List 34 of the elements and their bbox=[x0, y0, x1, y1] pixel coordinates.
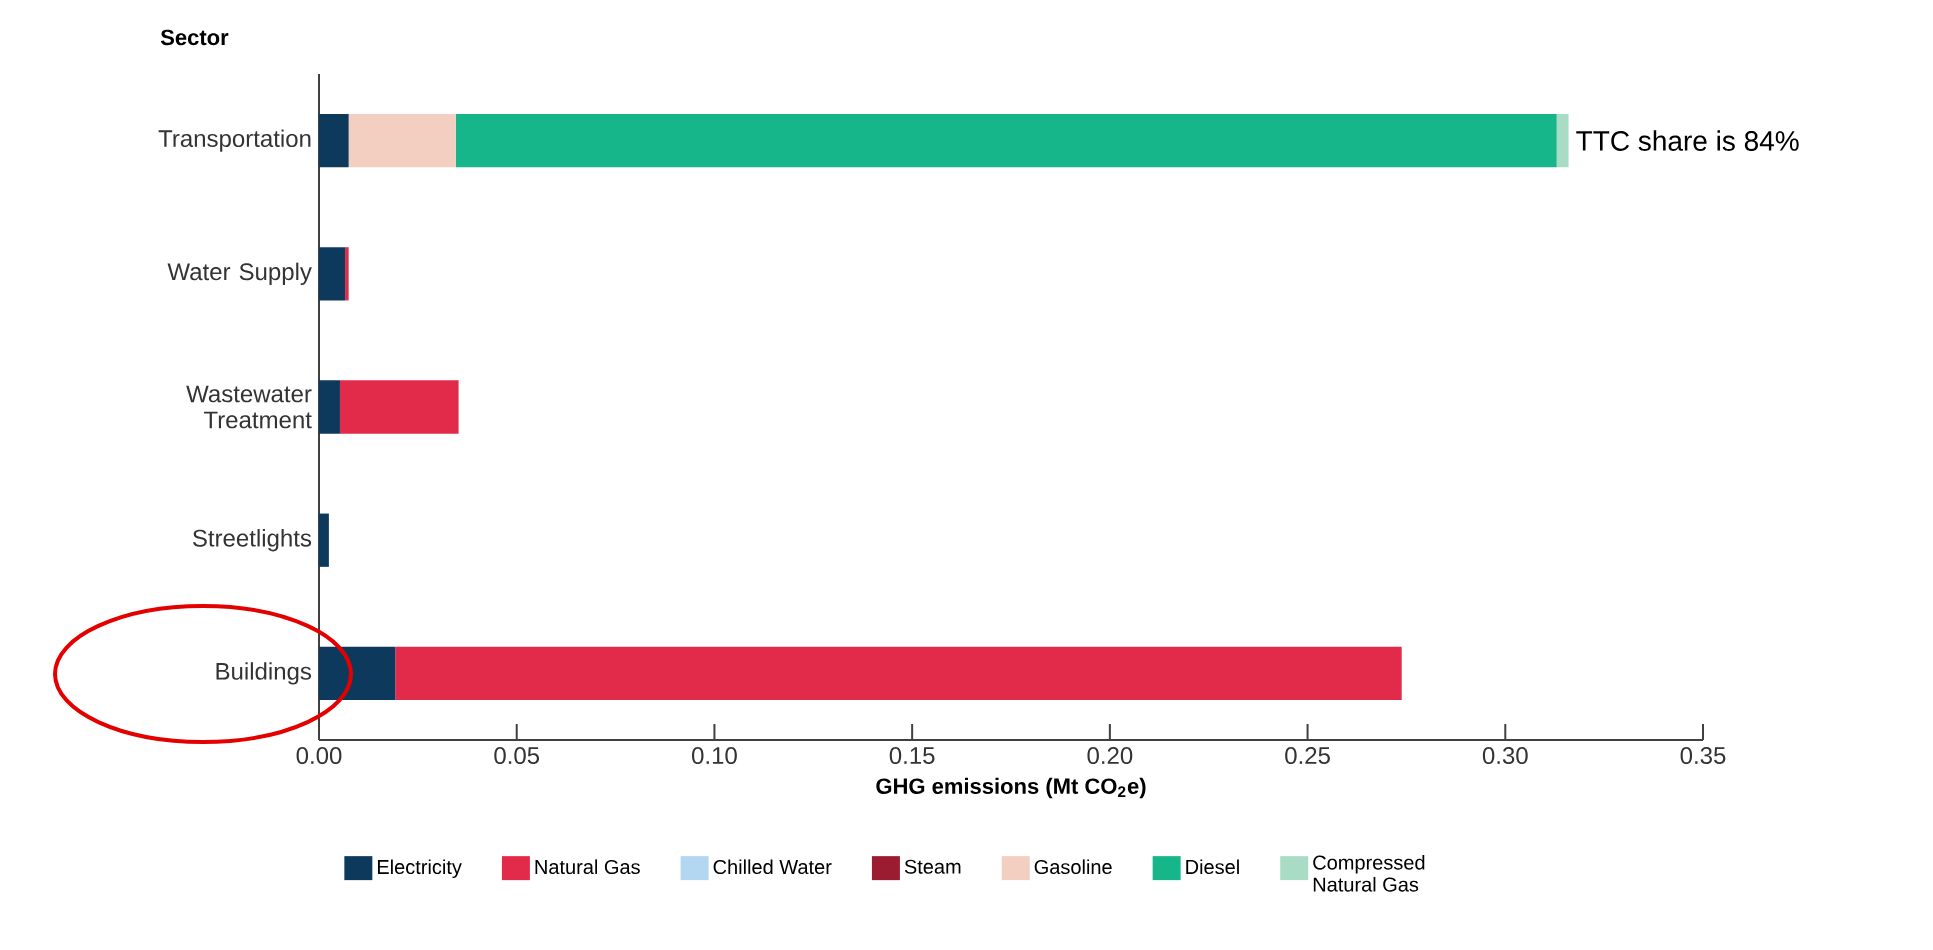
bar bbox=[339, 380, 459, 434]
legend-label: Steam bbox=[904, 859, 961, 874]
bar bbox=[319, 513, 329, 567]
x-tick-label: 0.25 bbox=[1285, 747, 1330, 765]
y-tick-label: Streetlights bbox=[192, 529, 312, 552]
y-tick-label: Wastewater Treatment bbox=[186, 385, 312, 429]
legend-label: Gasoline bbox=[1034, 859, 1112, 875]
legend-label: Natural Gas bbox=[535, 859, 640, 875]
y-tick-label: Water Supply bbox=[167, 262, 312, 285]
legend-label: Chilled Water bbox=[713, 859, 832, 875]
x-tick-label: 0.30 bbox=[1482, 747, 1528, 765]
annotation: TTC share is 84% bbox=[1576, 130, 1799, 151]
legend-label: Diesel bbox=[1186, 859, 1239, 875]
bar bbox=[319, 646, 396, 701]
legend-label: Compressed Natural Gas bbox=[1313, 854, 1425, 892]
bar bbox=[319, 380, 340, 434]
bar bbox=[319, 113, 349, 168]
bar bbox=[319, 247, 346, 301]
x-tick-label: 0.00 bbox=[296, 747, 342, 765]
x-tick-label: 0.10 bbox=[692, 747, 737, 765]
y-tick-label: Buildings bbox=[216, 662, 312, 685]
legend-label: Electricity bbox=[377, 859, 462, 879]
bar bbox=[345, 247, 349, 301]
x-tick-label: 0.05 bbox=[494, 747, 540, 765]
y-axis-title: Sector bbox=[160, 29, 229, 46]
x-axis-title: GHG emissions (Mt CO$_{2}$e) bbox=[876, 777, 1146, 799]
bar bbox=[395, 646, 1402, 701]
bar bbox=[1556, 113, 1569, 168]
x-tick-label: 0.15 bbox=[889, 747, 935, 765]
bar bbox=[348, 113, 456, 168]
x-tick-label: 0.35 bbox=[1680, 747, 1726, 765]
y-tick-label: Transportation bbox=[158, 129, 311, 152]
bar bbox=[455, 113, 1557, 168]
x-tick-label: 0.20 bbox=[1087, 747, 1133, 765]
